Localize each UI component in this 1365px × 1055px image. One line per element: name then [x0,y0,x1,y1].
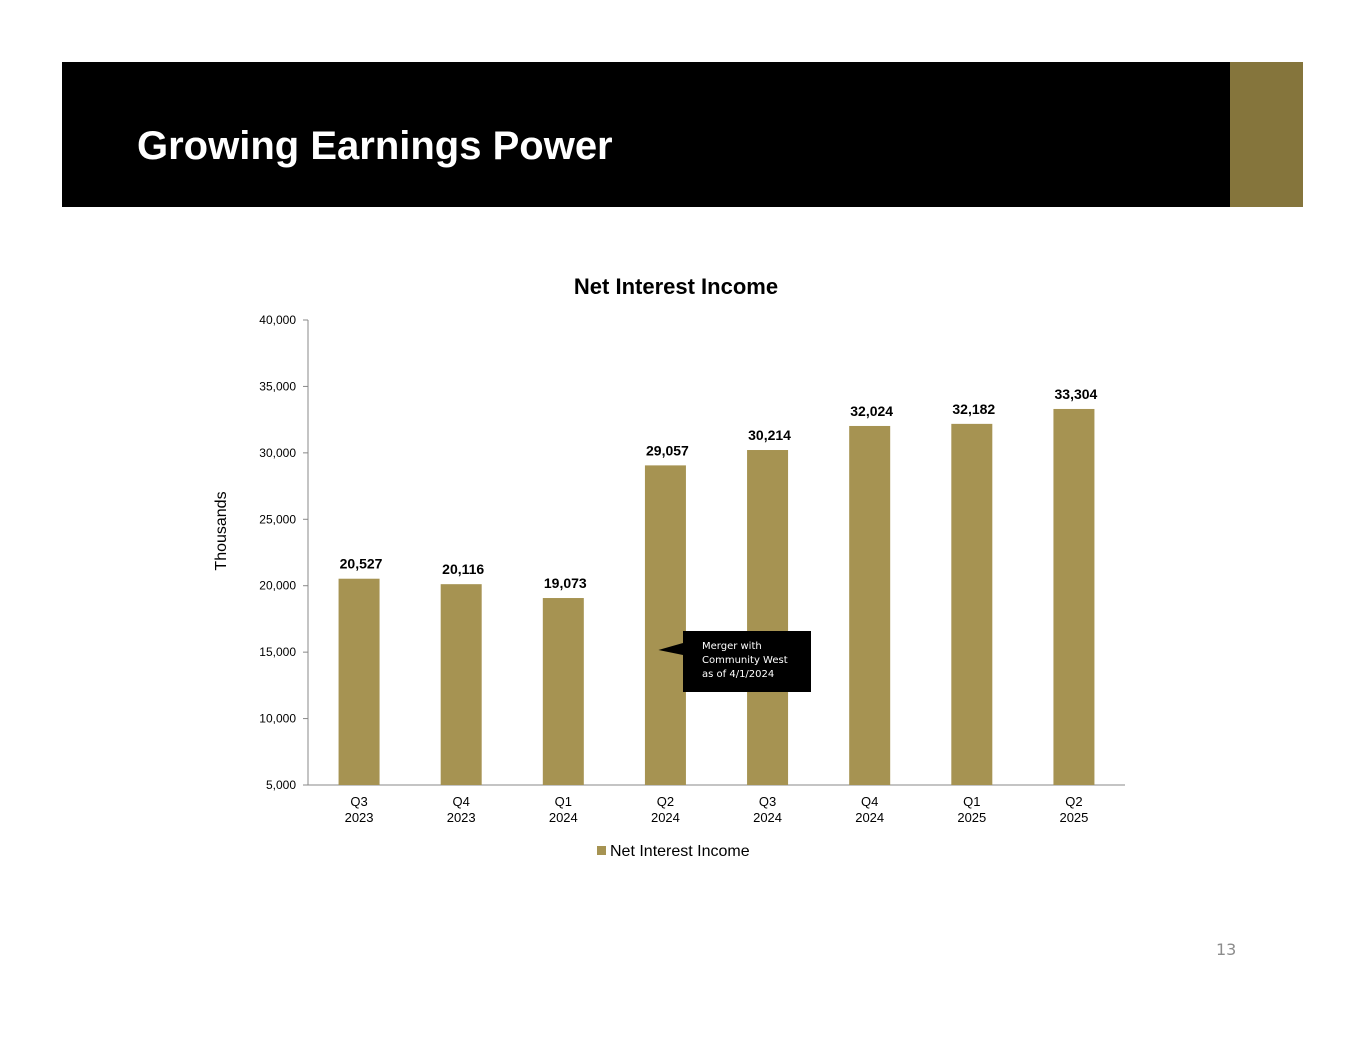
header-accent-block [1230,62,1303,207]
chart-title: Net Interest Income [574,274,778,299]
bar [951,423,993,785]
page-title: Growing Earnings Power [137,124,613,168]
y-tick-label: 35,000 [259,379,296,393]
header-bar [62,62,1230,207]
bar [747,450,789,785]
annotation-text-line: Community West [702,655,788,666]
x-tick-label-year: 2024 [549,810,578,825]
x-tick-label-year: 2025 [957,810,986,825]
data-label: 32,024 [850,403,893,419]
x-tick-label-quarter: Q4 [861,794,878,809]
data-label: 29,057 [646,442,689,458]
x-tick-label-quarter: Q3 [759,794,776,809]
bar [542,598,584,785]
annotation-text-line: as of 4/1/2024 [702,669,774,680]
data-label: 33,304 [1055,386,1098,402]
x-tick-label-quarter: Q1 [555,794,572,809]
y-tick-label: 40,000 [259,313,296,327]
x-tick-label-quarter: Q2 [1065,794,1082,809]
x-tick-label-quarter: Q4 [453,794,470,809]
bar [1053,408,1095,785]
y-tick-label: 10,000 [259,712,296,726]
x-tick-label-quarter: Q2 [657,794,674,809]
page-number: 13 [1216,940,1237,959]
annotation-text-line: Merger with [702,641,762,652]
x-tick-label-year: 2023 [447,810,476,825]
x-tick-label-year: 2025 [1059,810,1088,825]
x-tick-label-year: 2023 [345,810,374,825]
x-tick-label-year: 2024 [855,810,884,825]
data-label: 30,214 [748,427,791,443]
data-label: 19,073 [544,575,587,591]
legend-label: Net Interest Income [610,843,750,860]
x-tick-label-quarter: Q3 [350,794,367,809]
y-tick-label: 5,000 [266,778,296,792]
y-axis-label: Thousands [213,491,230,570]
x-tick-label-quarter: Q1 [963,794,980,809]
y-tick-label: 15,000 [259,645,296,659]
legend-swatch [597,846,606,855]
y-tick-label: 25,000 [259,512,296,526]
data-label: 20,116 [442,561,484,577]
y-tick-label: 20,000 [259,579,296,593]
data-label: 20,527 [340,556,383,572]
bar [644,465,686,785]
y-tick-label: 30,000 [259,446,296,460]
annotation-callout [658,631,811,692]
bar [849,425,891,785]
x-tick-label-year: 2024 [753,810,782,825]
bar [440,584,482,785]
data-label: 32,182 [952,401,995,417]
x-tick-label-year: 2024 [651,810,680,825]
bar [338,578,380,785]
